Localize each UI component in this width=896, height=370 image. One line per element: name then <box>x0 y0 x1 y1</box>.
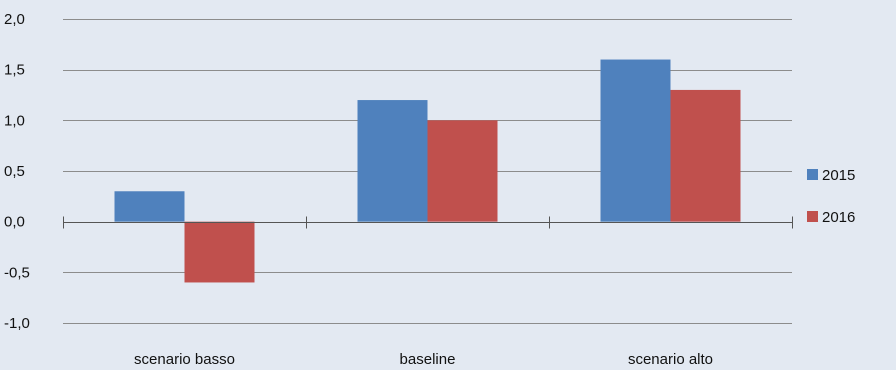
y-tick-label: 0,5 <box>4 163 25 180</box>
x-tick-label: baseline <box>400 351 456 368</box>
x-tick-label: scenario alto <box>628 351 713 368</box>
bar-2016-scenario-alto <box>670 89 741 222</box>
bar-2016-baseline <box>427 120 498 222</box>
y-tick-label: 1,5 <box>4 62 25 79</box>
y-tick-label: 2,0 <box>4 11 25 28</box>
bar-2015-scenario-basso <box>114 191 185 222</box>
bars <box>114 59 741 283</box>
bar-2015-scenario-alto <box>600 59 671 222</box>
x-axis-tick-labels: scenario basso baseline scenario alto <box>134 351 713 368</box>
bar-2015-baseline <box>357 100 428 222</box>
legend-label-2016: 2016 <box>822 209 855 226</box>
legend: 2015 2016 <box>807 167 855 226</box>
legend-label-2015: 2015 <box>822 167 855 184</box>
x-axis <box>63 216 793 229</box>
legend-swatch-2015 <box>807 169 818 180</box>
x-tick-label: scenario basso <box>134 351 235 368</box>
y-tick-label: -1,0 <box>4 315 30 332</box>
y-tick-label: -0,5 <box>4 264 30 281</box>
y-tick-label: 0,0 <box>4 214 25 231</box>
bar-2016-scenario-basso <box>184 221 255 283</box>
legend-swatch-2016 <box>807 211 818 222</box>
y-tick-label: 1,0 <box>4 112 25 129</box>
y-axis-tick-labels: 2,0 1,5 1,0 0,5 0,0 -0,5 -1,0 <box>4 11 30 332</box>
